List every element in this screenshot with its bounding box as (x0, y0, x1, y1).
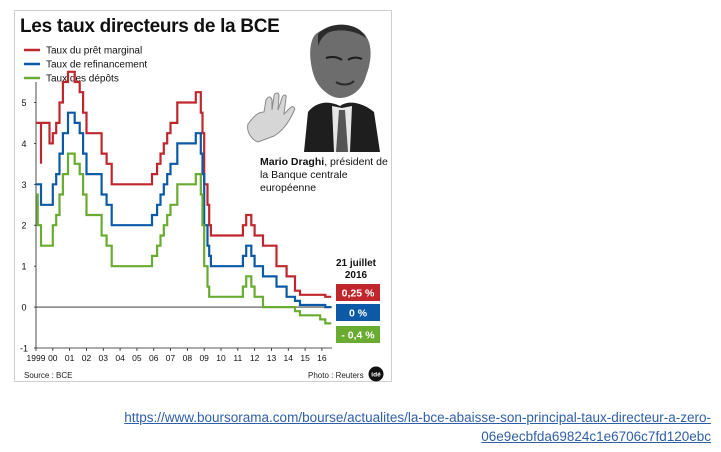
chart-title: Les taux directeurs de la BCE (20, 16, 280, 37)
x-tick-label: 00 (48, 353, 58, 363)
x-tick-label: 10 (216, 353, 226, 363)
x-tick-label: 11 (233, 353, 242, 363)
svg-text:idé: idé (371, 372, 381, 379)
legend-label: Taux du prêt marginal (46, 46, 142, 57)
x-tick-label: 08 (183, 353, 193, 363)
y-tick-label: 0 (21, 303, 26, 313)
source-link-line1[interactable]: https://www.boursorama.com/bourse/actual… (124, 410, 711, 425)
photo-credit: Photo : Reuters (308, 371, 364, 380)
x-tick-label: 13 (267, 353, 277, 363)
y-tick-label: 1 (21, 262, 26, 272)
date-label-line2: 2016 (345, 270, 368, 281)
y-tick-label: 5 (21, 98, 26, 108)
legend-label: Taux des dépôts (46, 74, 119, 85)
caption-text: , président de la Banque centrale europé… (260, 156, 388, 194)
x-tick-label: 14 (284, 353, 294, 363)
value-badge-label: - 0,4 % (341, 330, 375, 342)
x-tick-label: 04 (115, 353, 125, 363)
series-line (36, 70, 332, 298)
series-line (36, 111, 332, 309)
x-tick-label: 01 (65, 353, 75, 363)
x-tick-label: 07 (166, 353, 176, 363)
x-tick-label: 02 (82, 353, 92, 363)
x-tick-label: 09 (199, 353, 209, 363)
y-tick-label: 2 (21, 221, 26, 231)
source-link-line2[interactable]: 06e9ecbfda69824c1e6706c7fd120ebc (481, 429, 711, 444)
rates-line-chart: Taux du prêt marginal Taux de refinanceme… (20, 46, 380, 363)
value-badge (336, 326, 380, 343)
source-link[interactable]: https://www.boursorama.com/bourse/actual… (51, 408, 711, 446)
x-tick-label: 03 (99, 353, 109, 363)
x-tick-label: 1999 (27, 353, 46, 363)
y-tick-label: 4 (21, 139, 26, 149)
y-tick-label: 3 (21, 180, 26, 190)
source-label: Source : BCE (24, 371, 73, 380)
y-tick-label: -1 (20, 344, 28, 354)
series-line (36, 152, 332, 325)
value-badge-label: 0,25 % (342, 288, 375, 300)
x-tick-label: 05 (132, 353, 142, 363)
logo-icon: idé (368, 366, 384, 382)
x-tick-label: 16 (317, 353, 327, 363)
portrait-photo (247, 16, 390, 152)
x-tick-label: 12 (250, 353, 260, 363)
legend-label: Taux de refinancement (46, 60, 147, 71)
value-badge (336, 304, 380, 321)
x-tick-label: 15 (300, 353, 310, 363)
value-badge (336, 284, 380, 301)
caption-name: Mario Draghi (260, 156, 325, 168)
value-badge-label: 0 % (349, 308, 368, 320)
photo-caption: Mario Draghi, président de la Banque cen… (260, 156, 390, 195)
x-tick-label: 06 (149, 353, 159, 363)
date-label-line1: 21 juillet (336, 258, 377, 269)
